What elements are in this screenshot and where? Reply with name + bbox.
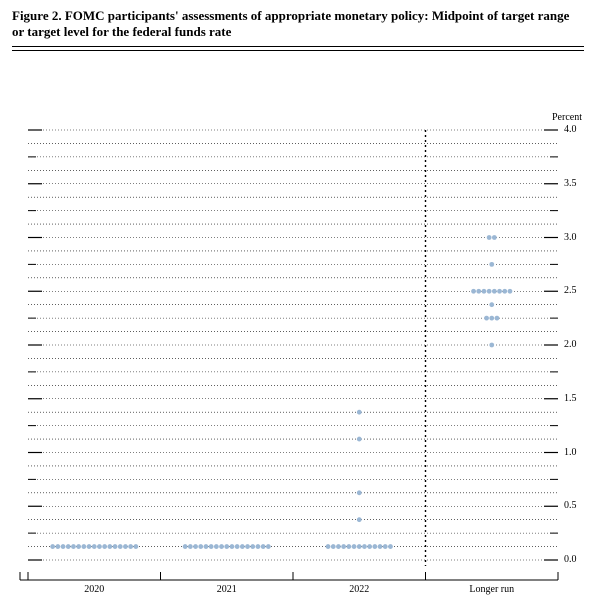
- y-tick-label: 0.0: [564, 554, 588, 565]
- y-tick-label: 2.5: [564, 285, 588, 296]
- y-tick-label: 0.5: [564, 500, 588, 511]
- x-tick-label: 2022: [349, 584, 369, 595]
- x-tick-label: 2020: [84, 584, 104, 595]
- y-tick-label: 2.0: [564, 339, 588, 350]
- gridlines: [28, 130, 558, 560]
- dots: [50, 235, 512, 549]
- x-tick-label: 2021: [217, 584, 237, 595]
- y-tick-label: 3.5: [564, 178, 588, 189]
- dotplot-chart: [0, 0, 608, 603]
- figure-container: Figure 2. FOMC participants' assessments…: [0, 0, 608, 603]
- y-tick-label: 1.5: [564, 393, 588, 404]
- y-tick-label: 4.0: [564, 124, 588, 135]
- y-tick-label: 1.0: [564, 447, 588, 458]
- x-tick-label: Longer run: [469, 584, 514, 595]
- y-tick-label: 3.0: [564, 232, 588, 243]
